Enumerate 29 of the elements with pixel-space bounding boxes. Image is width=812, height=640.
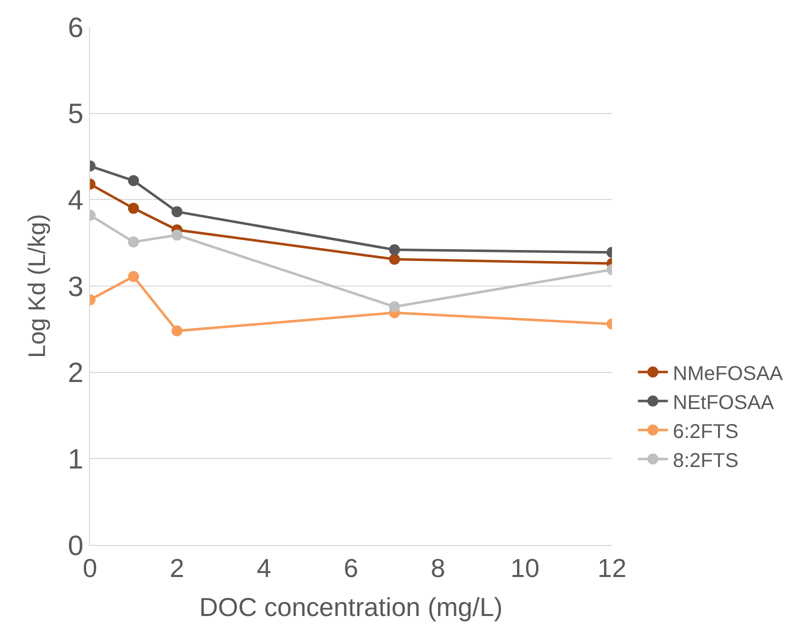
legend-label: 8:2FTS: [672, 450, 738, 472]
x-tick-label: 4: [256, 553, 272, 584]
y-tick-label: 2: [68, 357, 84, 388]
point: [172, 230, 182, 241]
point: [172, 206, 182, 218]
point: [172, 325, 182, 336]
point: [128, 202, 139, 214]
point: [389, 244, 400, 256]
x-tick-label: 8: [430, 553, 446, 584]
legend-label: NEtFOSAA: [672, 392, 775, 414]
point: [128, 175, 139, 186]
y-tick-label: 6: [68, 12, 84, 43]
point: [128, 271, 139, 282]
y-tick-label: 0: [68, 530, 84, 561]
x-tick-label: 10: [510, 553, 540, 584]
x-axis-title: DOC concentration (mg/L): [199, 592, 503, 622]
x-tick-label: 12: [598, 553, 626, 584]
legend-label: NMeFOSAA: [672, 362, 784, 385]
point: [128, 236, 139, 248]
y-tick-label: 4: [68, 184, 84, 216]
x-tick-label: 2: [170, 553, 184, 584]
point: [389, 301, 400, 312]
y-tick-label: 5: [68, 98, 84, 130]
x-tick-label: 6: [344, 553, 358, 584]
legend-label: 6:2FTS: [672, 420, 738, 443]
y-tick-label: 3: [68, 270, 84, 302]
point: [389, 254, 400, 265]
y-tick-label: 1: [68, 443, 84, 474]
y-axis-title: Log Kd (L/kg): [24, 214, 51, 358]
